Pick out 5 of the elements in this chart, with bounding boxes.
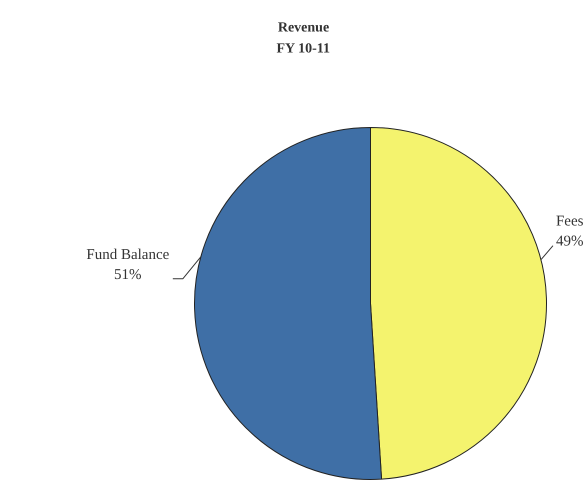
slice-label: Fees [556,214,584,230]
slice-label: Fund Balance [86,246,170,263]
data-label: 49% [556,234,584,250]
chart-title: Revenue FY 10-11 [276,20,330,56]
data-label: 51% [114,266,142,283]
